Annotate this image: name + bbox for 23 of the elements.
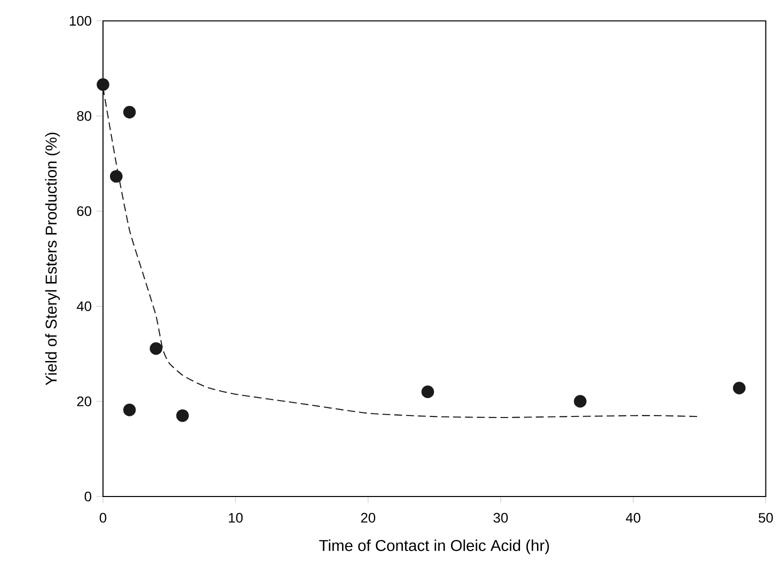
x-tick-label: 30 — [494, 513, 508, 523]
point — [110, 170, 123, 183]
y-tick-label: 40 — [76, 302, 92, 312]
point — [150, 342, 162, 356]
x-tick-label: 40 — [626, 513, 640, 523]
y-tick-label: 20 — [77, 396, 92, 406]
point — [176, 410, 189, 422]
x-tick-label: 0 — [100, 513, 106, 523]
point — [574, 395, 586, 408]
point — [96, 78, 110, 92]
point — [421, 386, 434, 398]
point — [123, 106, 136, 119]
y-tick-label: 0 — [84, 492, 92, 502]
y-tick-label: 80 — [77, 111, 92, 122]
y-tick-label: 100 — [70, 16, 92, 26]
y-axis-title: Yield of Steryl Esters Production (%) — [45, 132, 60, 386]
x-tick-label: 10 — [228, 513, 243, 523]
y-tick-label: 60 — [77, 206, 92, 216]
x-axis-title: Time of Contact in Oleic Acid (hr) — [319, 540, 549, 554]
point — [123, 404, 136, 416]
x-tick-label: 20 — [361, 513, 376, 523]
point — [732, 382, 746, 395]
x-tick-label: 50 — [758, 513, 773, 523]
